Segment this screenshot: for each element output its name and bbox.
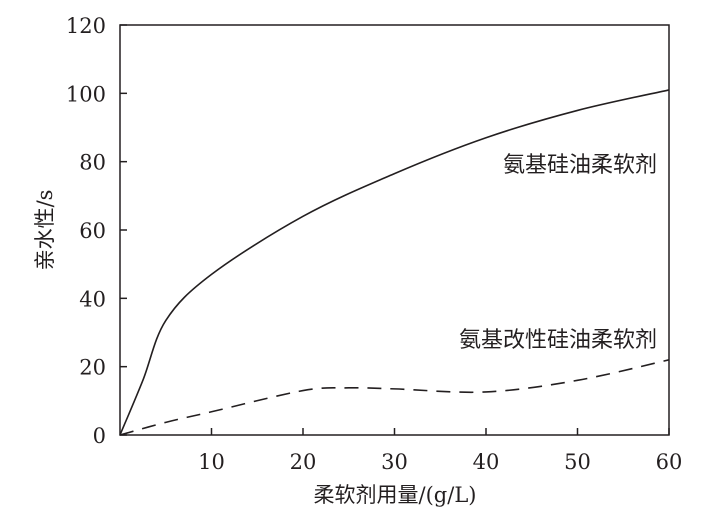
x-tick-label: 30 bbox=[381, 450, 408, 474]
series-line-1 bbox=[119, 359, 670, 436]
series-label-0: 氨基硅油柔软剂 bbox=[503, 153, 657, 178]
y-tick-label: 40 bbox=[79, 287, 106, 311]
x-tick-label: 20 bbox=[290, 450, 317, 474]
plot-frame bbox=[119, 24, 670, 436]
y-tick-label: 120 bbox=[66, 14, 106, 38]
y-tick-label: 80 bbox=[79, 151, 106, 175]
y-axis-label: 亲水性/s bbox=[33, 190, 57, 271]
y-tick-label: 0 bbox=[93, 424, 106, 448]
series-line-0 bbox=[119, 89, 670, 436]
series-label-1: 氨基改性硅油柔软剂 bbox=[459, 328, 657, 353]
y-tick-label: 100 bbox=[66, 82, 106, 106]
x-tick-label: 10 bbox=[198, 450, 225, 474]
x-tick-label: 60 bbox=[656, 450, 683, 474]
y-tick-label: 60 bbox=[79, 219, 106, 243]
y-tick-label: 20 bbox=[79, 356, 106, 380]
x-axis-label: 柔软剂用量/(g/L) bbox=[314, 483, 477, 507]
x-tick-label: 40 bbox=[473, 450, 500, 474]
x-tick-label: 50 bbox=[564, 450, 591, 474]
